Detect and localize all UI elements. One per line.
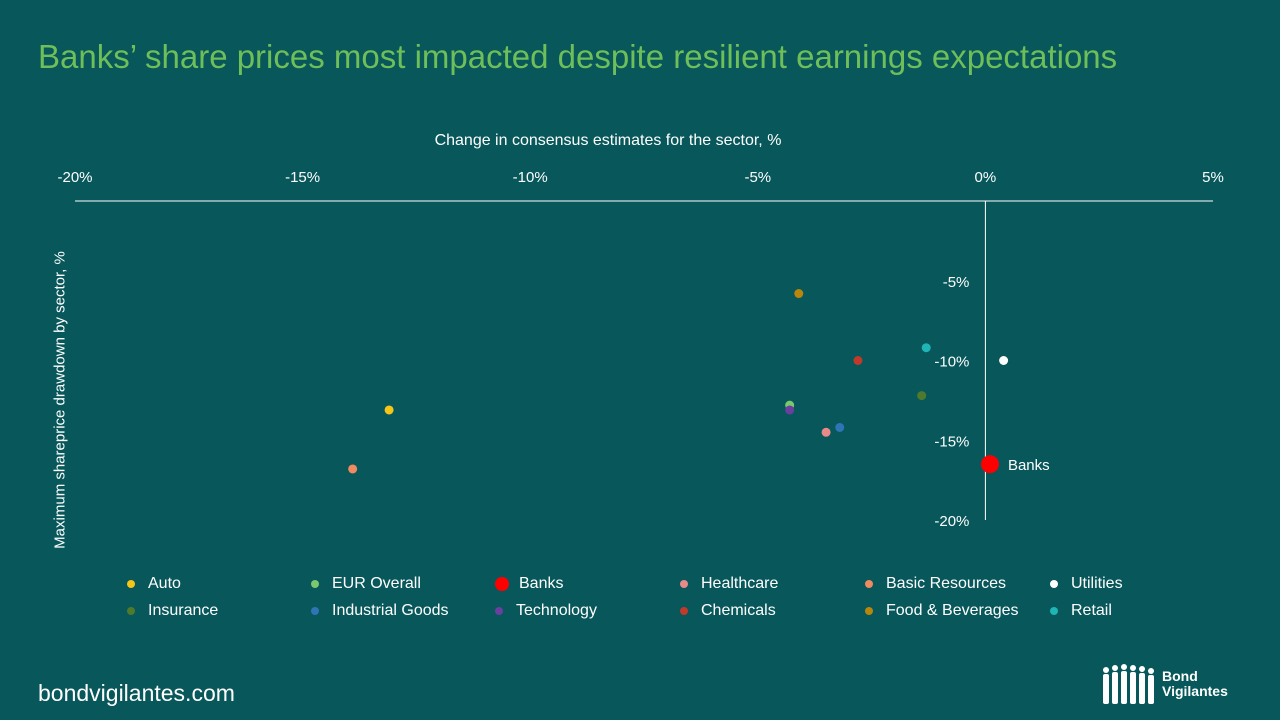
y-tick-label: -15% [934, 433, 969, 450]
x-axis-label: Change in consensus estimates for the se… [434, 132, 782, 149]
people-icon [1103, 664, 1154, 704]
x-tick-label: -20% [57, 169, 92, 186]
data-point-healthcare [821, 427, 831, 437]
data-point-banks [980, 455, 999, 474]
footer-website: bondvigilantes.com [38, 680, 235, 706]
y-tick-label: -5% [943, 274, 970, 291]
data-point-industrial-goods [835, 422, 845, 432]
logo-text-line1: Bond [1162, 668, 1198, 684]
data-point-utilities [999, 356, 1009, 365]
x-tick-label: 0% [975, 169, 997, 186]
chart-title: Banks’ share prices most impacted despit… [38, 38, 1118, 75]
x-tick-label: -10% [513, 169, 548, 186]
data-point-technology [785, 405, 795, 415]
data-point-chemicals [853, 356, 863, 365]
data-point-auto [384, 405, 394, 415]
bond-vigilantes-logo: Bond Vigilantes [1100, 662, 1228, 706]
data-label: Banks [1008, 457, 1050, 474]
x-tick-label: -15% [285, 169, 320, 186]
x-tick-label: 5% [1202, 169, 1224, 186]
x-tick-label: -5% [744, 169, 771, 186]
data-point-insurance [917, 391, 927, 401]
data-point-basic-resources [348, 464, 358, 474]
y-tick-label: -20% [934, 513, 969, 530]
y-tick-label: -10% [934, 354, 969, 371]
data-point-food-beverages [794, 289, 804, 299]
logo-text-line2: Vigilantes [1162, 683, 1228, 699]
data-point-retail [921, 343, 931, 353]
